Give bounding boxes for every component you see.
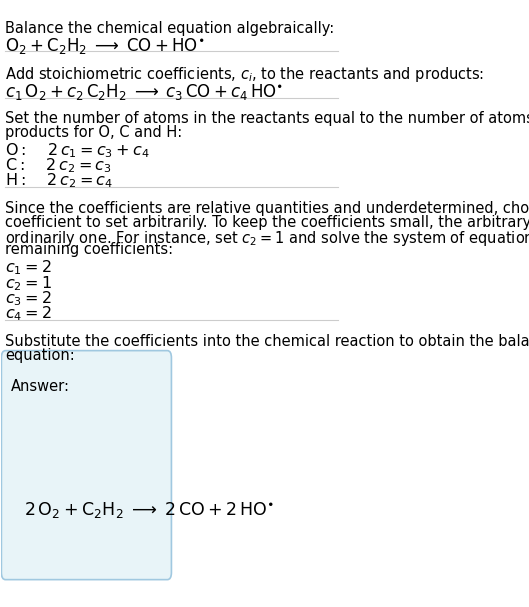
Text: Balance the chemical equation algebraically:: Balance the chemical equation algebraica… bbox=[5, 21, 335, 36]
Text: $c_2 = 1$: $c_2 = 1$ bbox=[5, 274, 52, 293]
Text: $c_1\,\mathrm{O_2} + c_2\,\mathrm{C_2H_2} \;\longrightarrow\; c_3\,\mathrm{CO} +: $c_1\,\mathrm{O_2} + c_2\,\mathrm{C_2H_2… bbox=[5, 83, 284, 103]
Text: Answer:: Answer: bbox=[11, 379, 70, 394]
Text: $c_3 = 2$: $c_3 = 2$ bbox=[5, 289, 52, 308]
Text: $\mathrm{O_2 + C_2H_2 \;\longrightarrow\; CO + HO^{\bullet}}$: $\mathrm{O_2 + C_2H_2 \;\longrightarrow\… bbox=[5, 36, 205, 56]
Text: Set the number of atoms in the reactants equal to the number of atoms in the: Set the number of atoms in the reactants… bbox=[5, 111, 529, 126]
Text: Since the coefficients are relative quantities and underdetermined, choose a: Since the coefficients are relative quan… bbox=[5, 201, 529, 215]
Text: $\mathrm{O:\quad}\, 2\,c_1 = c_3 + c_4$: $\mathrm{O:\quad}\, 2\,c_1 = c_3 + c_4$ bbox=[5, 141, 150, 160]
Text: equation:: equation: bbox=[5, 348, 75, 362]
FancyBboxPatch shape bbox=[2, 351, 171, 580]
Text: products for O, C and H:: products for O, C and H: bbox=[5, 125, 183, 140]
Text: Add stoichiometric coefficients, $c_i$, to the reactants and products:: Add stoichiometric coefficients, $c_i$, … bbox=[5, 65, 485, 84]
Text: $2\,\mathrm{O_2} + \mathrm{C_2H_2} \;\longrightarrow\; 2\,\mathrm{CO} + 2\,\math: $2\,\mathrm{O_2} + \mathrm{C_2H_2} \;\lo… bbox=[23, 500, 273, 520]
Text: Substitute the coefficients into the chemical reaction to obtain the balanced: Substitute the coefficients into the che… bbox=[5, 334, 529, 348]
Text: $c_1 = 2$: $c_1 = 2$ bbox=[5, 259, 52, 277]
Text: remaining coefficients:: remaining coefficients: bbox=[5, 242, 174, 257]
Text: $\mathrm{C:\quad}\, 2\,c_2 = c_3$: $\mathrm{C:\quad}\, 2\,c_2 = c_3$ bbox=[5, 156, 112, 175]
Text: ordinarily one. For instance, set $c_2 = 1$ and solve the system of equations fo: ordinarily one. For instance, set $c_2 =… bbox=[5, 229, 529, 248]
Text: $c_4 = 2$: $c_4 = 2$ bbox=[5, 304, 52, 323]
Text: coefficient to set arbitrarily. To keep the coefficients small, the arbitrary va: coefficient to set arbitrarily. To keep … bbox=[5, 215, 529, 229]
Text: $\mathrm{H:\quad}\, 2\,c_2 = c_4$: $\mathrm{H:\quad}\, 2\,c_2 = c_4$ bbox=[5, 171, 113, 190]
